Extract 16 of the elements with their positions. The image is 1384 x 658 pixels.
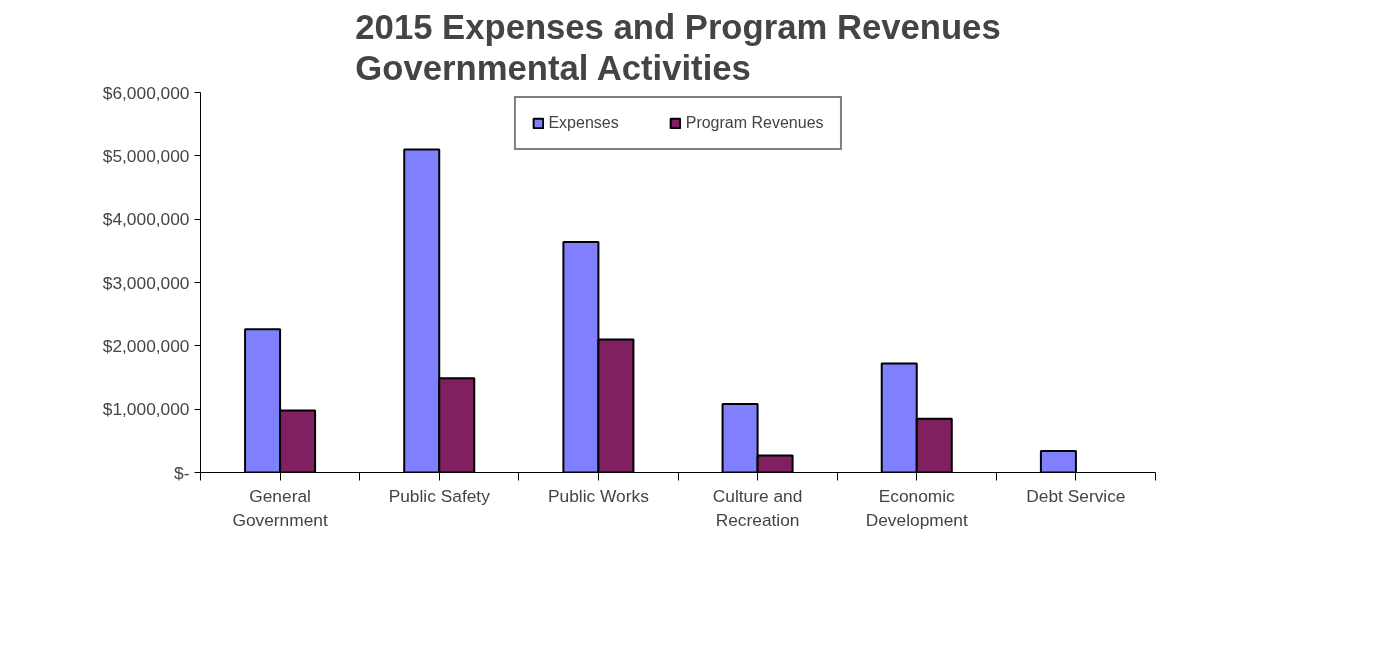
x-tick-label: Debt Service bbox=[1026, 485, 1126, 506]
x-tick-label: Public Works bbox=[548, 485, 650, 506]
y-tick-label: $1,000,000 bbox=[102, 399, 190, 420]
x-tick-label: General Government bbox=[232, 485, 328, 530]
y-tick-label: $- bbox=[174, 462, 190, 483]
x-tick-label: Culture and Recreation bbox=[712, 485, 803, 530]
chart-title: 2015 Expenses and Program Revenues Governmental Activities bbox=[355, 7, 1001, 88]
x-tick-label: Public Safety bbox=[388, 485, 491, 506]
legend-label: Expenses bbox=[548, 114, 619, 132]
y-tick-label: $6,000,000 bbox=[102, 82, 190, 103]
y-tick-label: $5,000,000 bbox=[102, 145, 190, 166]
y-tick-label: $2,000,000 bbox=[102, 335, 190, 356]
legend-label: Program Revenues bbox=[685, 114, 824, 132]
x-tick-label: Economic Development bbox=[865, 485, 968, 530]
y-tick-label: $3,000,000 bbox=[102, 272, 190, 293]
y-tick-label: $4,000,000 bbox=[102, 209, 190, 230]
